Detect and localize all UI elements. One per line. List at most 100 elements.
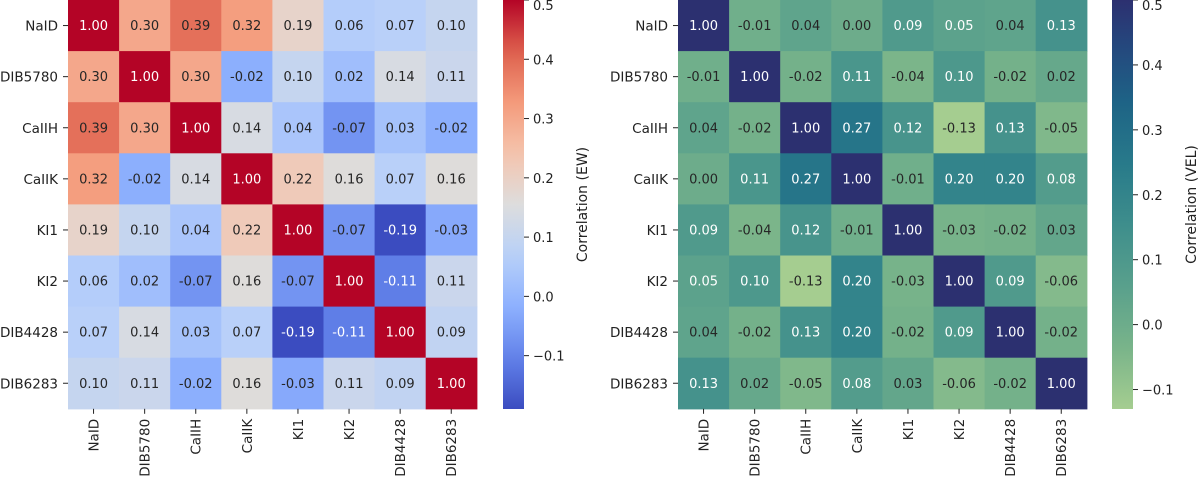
vel-cell-r0-c2 (780, 0, 832, 52)
ew-cell-r4-c0 (68, 204, 120, 257)
ew-cell-label-r4-c4: 1.00 (283, 223, 312, 238)
ew-y-tick-label: CaIIK (23, 172, 59, 188)
vel-cell-r1-c7 (1035, 51, 1088, 103)
ew-cell-r1-c3 (221, 51, 273, 103)
vel-x-tick-label: DIB6283 (1054, 419, 1070, 477)
ew-cell-label-r4-c6: -0.19 (383, 223, 417, 238)
vel-cell-r0-c7 (1035, 0, 1088, 52)
ew-cell-r2-c1 (119, 102, 171, 154)
ew-cell-r3-c1 (119, 153, 171, 205)
ew-cell-label-r7-c0: 0.10 (79, 377, 108, 392)
ew-cell-r5-c5 (323, 255, 376, 308)
vel-cell-label-r5-c5: 1.00 (945, 275, 974, 290)
ew-cell-label-r3-c2: 0.14 (181, 172, 210, 187)
ew-cell-r6-c2 (170, 306, 222, 359)
ew-cell-label-r5-c3: 0.16 (232, 275, 261, 290)
vel-cell-r5-c7 (1035, 255, 1088, 308)
ew-cell-r1-c2 (170, 51, 222, 103)
vel-colorbar (1112, 0, 1133, 409)
vel-cell-r0-c3 (831, 0, 883, 52)
ew-cell-r7-c2 (170, 357, 222, 410)
vel-cell-r3-c2 (780, 153, 832, 205)
vel-cell-label-r1-c7: 0.02 (1047, 70, 1076, 85)
ew-cell-label-r2-c6: 0.03 (386, 121, 415, 136)
vel-cell-label-r3-c4: -0.01 (891, 172, 925, 187)
vel-cell-r5-c2 (780, 255, 832, 308)
vel-cell-label-r2-c6: 0.13 (996, 121, 1025, 136)
vel-cell-r2-c2 (780, 102, 832, 154)
ew-cell-r0-c4 (272, 0, 325, 52)
vel-cell-label-r1-c0: -0.01 (687, 70, 721, 85)
vel-cell-r3-c0 (678, 153, 730, 205)
vel-x-tick-label: DIB4428 (1003, 419, 1019, 477)
vel-cell-r2-c6 (984, 102, 1037, 154)
ew-cell-label-r2-c5: -0.07 (332, 121, 366, 136)
vel-cell-r0-c1 (729, 0, 781, 52)
ew-cell-label-r7-c7: 1.00 (437, 377, 466, 392)
ew-cell-label-r7-c4: -0.03 (281, 377, 315, 392)
vel-cell-label-r6-c5: 0.09 (945, 326, 974, 341)
vel-colorbar-tick-label: 0.3 (1142, 124, 1163, 139)
vel-cell-label-r6-c3: 0.20 (842, 326, 871, 341)
vel-cell-label-r3-c6: 0.20 (996, 172, 1025, 187)
vel-y-tick-label: CaIIK (633, 172, 669, 188)
vel-cell-r1-c0 (678, 51, 730, 103)
ew-cell-label-r4-c3: 0.22 (232, 223, 261, 238)
ew-cell-label-r1-c0: 0.30 (79, 70, 108, 85)
vel-cell-r4-c0 (678, 204, 730, 257)
ew-cell-r3-c4 (272, 153, 325, 205)
vel-cell-r5-c0 (678, 255, 730, 308)
ew-cell-label-r6-c5: -0.11 (332, 326, 366, 341)
vel-cell-label-r2-c1: -0.02 (738, 121, 772, 136)
vel-x-tick-label: KI1 (901, 419, 917, 440)
vel-cell-r2-c1 (729, 102, 781, 154)
ew-cell-r5-c1 (119, 255, 171, 308)
vel-cell-r2-c3 (831, 102, 883, 154)
vel-y-tick-label: DIB6283 (610, 376, 668, 392)
vel-cell-r4-c6 (984, 204, 1037, 257)
ew-colorbar-tick-label: −0.1 (533, 350, 565, 365)
vel-cell-label-r7-c0: 0.13 (689, 377, 718, 392)
vel-y-tick-label: DIB5780 (610, 70, 668, 86)
ew-cell-r4-c4 (272, 204, 325, 257)
ew-cell-label-r0-c0: 1.00 (79, 19, 108, 34)
vel-cell-r4-c4 (882, 204, 935, 257)
vel-cell-label-r6-c7: -0.02 (1044, 326, 1078, 341)
ew-cell-r7-c0 (68, 357, 120, 410)
ew-cell-r0-c0 (68, 0, 120, 52)
vel-cell-label-r0-c3: 0.00 (842, 19, 871, 34)
vel-cell-label-r1-c2: -0.02 (789, 70, 823, 85)
vel-cell-r5-c6 (984, 255, 1037, 308)
ew-x-tick-label: KI1 (291, 419, 307, 440)
vel-cell-label-r2-c7: -0.05 (1044, 121, 1078, 136)
ew-cell-r5-c6 (374, 255, 427, 308)
vel-cell-label-r3-c2: 0.27 (791, 172, 820, 187)
vel-cell-label-r6-c6: 1.00 (996, 326, 1025, 341)
vel-cell-label-r5-c7: -0.06 (1044, 275, 1078, 290)
ew-cell-r6-c7 (425, 306, 478, 359)
ew-cell-r0-c1 (119, 0, 171, 52)
ew-cell-label-r4-c0: 0.19 (79, 223, 108, 238)
ew-cell-r5-c2 (170, 255, 222, 308)
ew-y-tick-label: KI2 (37, 274, 58, 290)
ew-cell-r6-c1 (119, 306, 171, 359)
vel-cell-label-r7-c4: 0.03 (893, 377, 922, 392)
vel-cell-r4-c7 (1035, 204, 1088, 257)
vel-cell-label-r5-c0: 0.05 (689, 275, 718, 290)
ew-cell-r3-c3 (221, 153, 273, 205)
vel-x-tick-label: NaID (697, 419, 713, 452)
ew-y-tick-label: DIB6283 (0, 376, 58, 392)
vel-cell-r6-c0 (678, 306, 730, 359)
vel-cell-label-r3-c5: 0.20 (945, 172, 974, 187)
vel-cell-r1-c4 (882, 51, 935, 103)
vel-cell-r2-c0 (678, 102, 730, 154)
ew-cell-label-r3-c0: 0.32 (79, 172, 108, 187)
vel-cell-label-r7-c5: -0.06 (942, 377, 976, 392)
ew-cell-r0-c3 (221, 0, 273, 52)
ew-cell-r2-c2 (170, 102, 222, 154)
ew-cell-label-r6-c0: 0.07 (79, 326, 108, 341)
ew-cell-r5-c3 (221, 255, 273, 308)
ew-x-tick-label: DIB5780 (138, 419, 154, 477)
vel-y-tick-label: CaIIH (632, 121, 668, 137)
vel-cell-label-r7-c2: -0.05 (789, 377, 823, 392)
